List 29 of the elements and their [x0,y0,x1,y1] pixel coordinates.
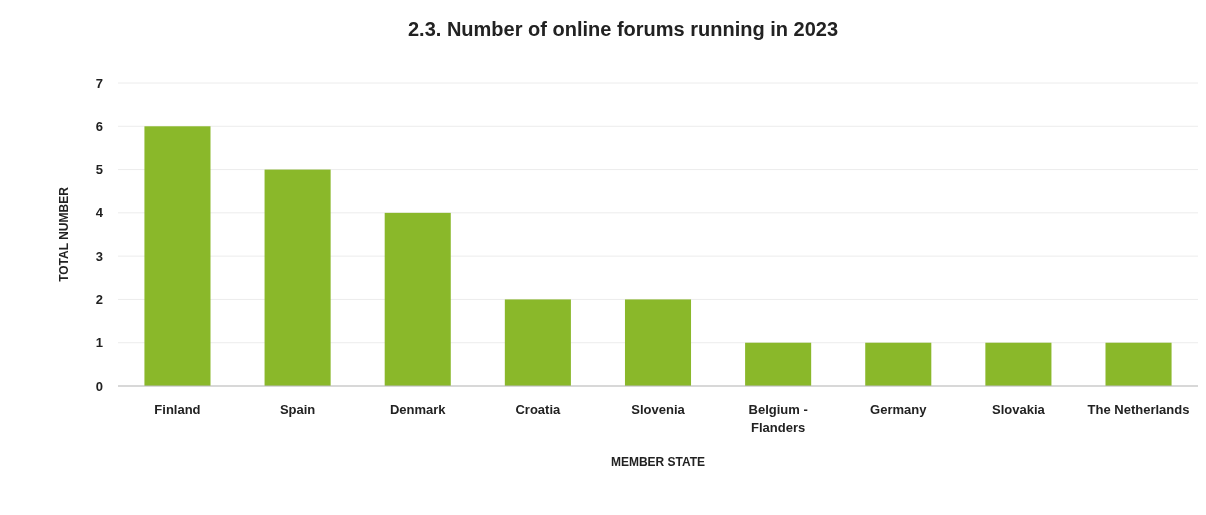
y-tick-label: 5 [95,162,103,178]
y-tick-label: 4 [95,205,104,221]
x-tick-label: The Netherlands [1087,402,1190,417]
y-tick-label: 6 [95,118,103,134]
bar [624,299,692,386]
y-axis-title: TOTAL NUMBER [57,186,71,282]
y-tick-label: 7 [95,75,103,91]
bar [144,126,211,386]
bar [264,169,331,386]
y-tick-label: 1 [95,335,103,351]
bar [985,342,1052,386]
x-axis-title: MEMBER STATE [610,455,706,469]
bar [745,342,812,386]
x-tick-label: Denmark [389,402,447,417]
bar [1105,342,1172,386]
x-tick-label: Croatia [515,402,562,417]
x-tick-label: Finland [154,402,201,417]
chart-title: 2.3. Number of online forums running in 2023 [407,18,839,40]
x-tick-label: Spain [279,402,316,417]
y-tick-label: 3 [95,248,103,264]
x-tick-label: Germany [870,402,928,417]
y-tick-label: 0 [95,378,103,394]
y-tick-label: 2 [95,291,103,307]
x-tick-label: Belgium - Flanders [748,402,808,435]
bar [504,299,571,386]
bar [384,212,451,386]
x-tick-label: Slovenia [631,402,686,417]
x-tick-label: Slovakia [992,402,1046,417]
bar [865,342,932,386]
